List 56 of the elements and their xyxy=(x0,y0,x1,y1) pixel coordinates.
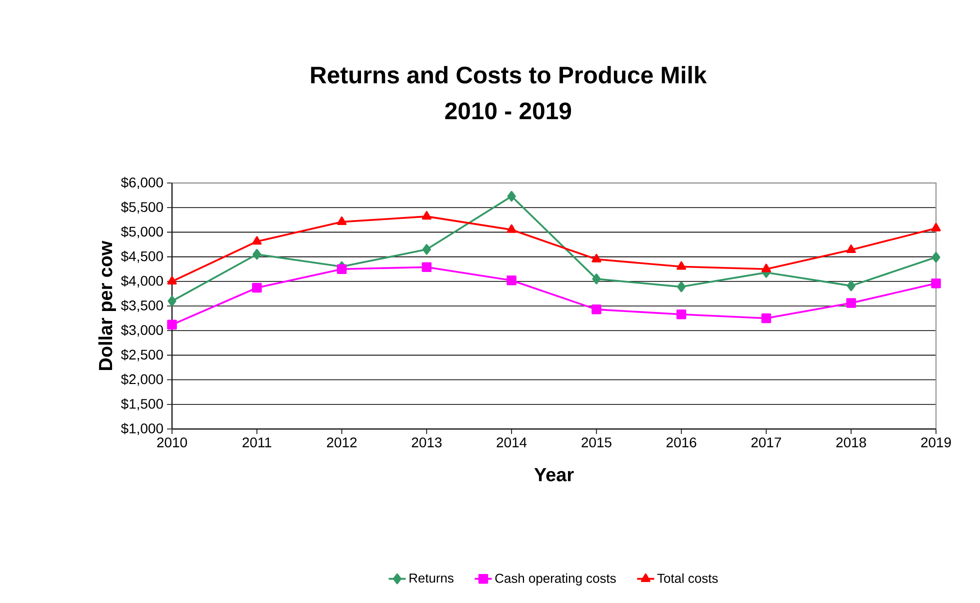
x-tick-label: 2017 xyxy=(751,437,782,448)
point xyxy=(422,262,432,272)
y-tick-label: $2,000 xyxy=(121,374,163,386)
x-tick-label: 2014 xyxy=(496,437,527,448)
point xyxy=(932,252,940,263)
x-tick-label: 2011 xyxy=(242,437,272,448)
x-tick-label: 2012 xyxy=(326,437,357,448)
y-tick-label: $4,000 xyxy=(121,275,163,288)
y-axis-title: Dollar per cow xyxy=(98,240,116,370)
x-tick-label: 2013 xyxy=(412,437,442,448)
y-tick-label: $2,500 xyxy=(121,349,163,362)
point xyxy=(168,296,176,306)
point xyxy=(506,224,516,233)
point xyxy=(507,190,516,202)
legend-label: Returns xyxy=(410,574,454,583)
y-tick-label: $3,500 xyxy=(121,300,163,312)
point xyxy=(592,254,602,262)
y-tick-label: $4,500 xyxy=(121,250,163,263)
point xyxy=(167,320,177,330)
point xyxy=(592,304,602,314)
point xyxy=(931,222,941,232)
point xyxy=(761,264,772,272)
legend-label: Total costs xyxy=(657,573,718,583)
point xyxy=(336,264,347,274)
point xyxy=(337,216,347,225)
point xyxy=(676,309,686,320)
point xyxy=(167,276,177,285)
y-tick-label: $3,000 xyxy=(121,324,163,337)
chart-subtitle: 2010 - 2019 xyxy=(445,102,572,120)
point xyxy=(846,298,856,308)
point xyxy=(676,261,686,270)
point xyxy=(252,282,262,293)
x-tick-label: 2018 xyxy=(836,437,866,448)
legend-label: Cash operating costs xyxy=(495,573,616,586)
x-tick-label: 2016 xyxy=(666,437,696,448)
point xyxy=(252,248,262,260)
y-tick-label: $6,000 xyxy=(121,176,163,190)
y-tick-label: $5,000 xyxy=(121,226,163,238)
point xyxy=(422,244,431,255)
point xyxy=(592,274,601,284)
y-tick-label: $1,000 xyxy=(121,422,163,436)
point xyxy=(506,276,516,286)
point xyxy=(252,236,262,245)
x-axis-title: Year xyxy=(534,468,574,482)
x-tick-label: 2019 xyxy=(921,437,951,448)
point xyxy=(931,278,941,288)
point xyxy=(677,281,686,292)
point xyxy=(422,211,432,220)
x-tick-label: 2010 xyxy=(157,437,187,448)
chart-title: Returns and Costs to Produce Milk xyxy=(311,66,707,84)
point xyxy=(761,313,772,324)
y-tick-label: $5,500 xyxy=(121,202,163,214)
point xyxy=(846,280,856,292)
y-tick-label: $1,500 xyxy=(121,398,163,410)
x-tick-label: 2015 xyxy=(582,437,612,448)
point xyxy=(846,244,856,254)
